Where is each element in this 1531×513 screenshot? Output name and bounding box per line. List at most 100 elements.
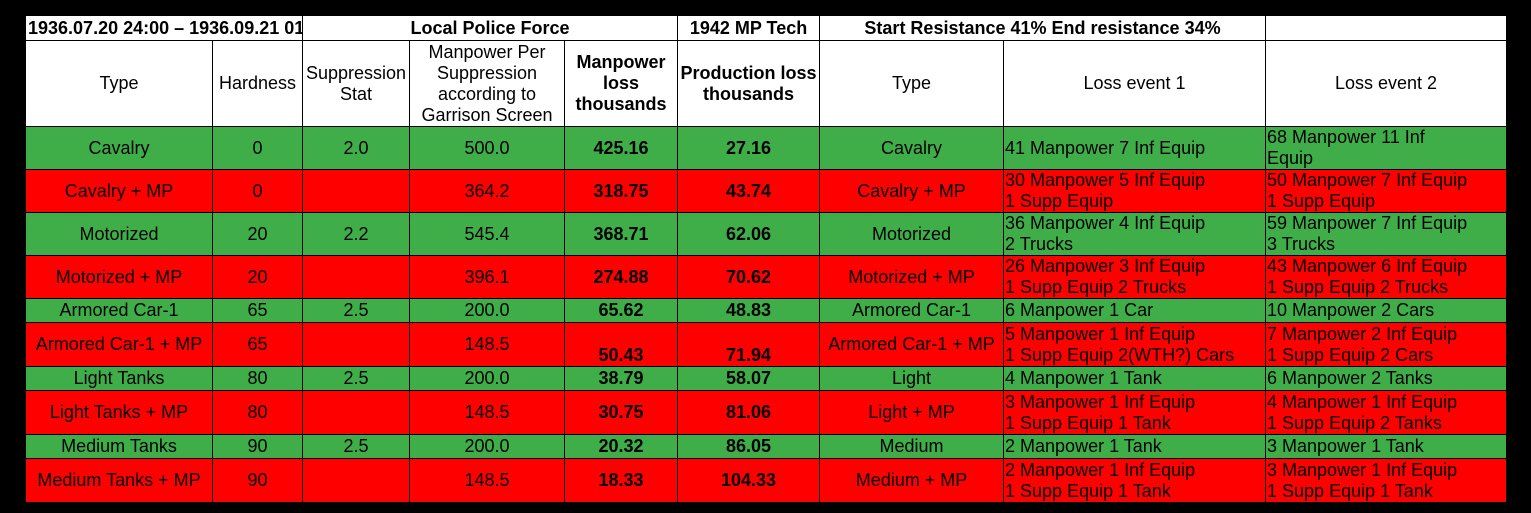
event-line: 4 Manpower 1 Tank xyxy=(1005,368,1162,388)
event-line: 4 Manpower 1 Inf Equip xyxy=(1267,391,1458,412)
col-type2: Type xyxy=(819,40,1005,127)
cell-mp-per-supp: 148.5 xyxy=(409,390,566,435)
event-line: 3 Manpower 1 Inf Equip xyxy=(1267,459,1458,480)
cell-type2: Armored Car-1 xyxy=(819,298,1005,323)
cell-event1: 26 Manpower 3 Inf Equip 1 Supp Equip 2 Tr… xyxy=(1003,255,1267,299)
cell-event1: 2 Manpower 1 Inf Equip 1 Supp Equip 1 Tan… xyxy=(1003,458,1267,503)
cell-mp-loss: 65.62 xyxy=(564,298,679,323)
col-type: Type xyxy=(25,40,213,127)
column-header-row: Type Hardness Suppression Stat Manpower … xyxy=(25,40,1508,127)
table-row: Medium Tanks + MP 90 148.5 18.33 104.33 … xyxy=(25,458,1508,503)
event-line: 10 Manpower 2 Cars xyxy=(1267,300,1435,320)
cell-event2: 50 Manpower 7 Inf Equip 1 Supp Equip xyxy=(1265,169,1508,213)
event-line: 1 Supp Equip 1 Tank xyxy=(1005,480,1171,501)
cell-mp-per-supp: 200.0 xyxy=(409,298,566,323)
col-event1: Loss event 1 xyxy=(1003,40,1267,127)
table-row: Medium Tanks 90 2.5 200.0 20.32 86.05 Me… xyxy=(25,434,1508,459)
cell-prod-loss: 48.83 xyxy=(677,298,821,323)
cell-type: Medium Tanks xyxy=(25,434,213,459)
cell-mp-loss: 425.16 xyxy=(564,126,679,170)
event-line: 1 Supp Equip 1 Tank xyxy=(1267,480,1433,501)
cell-hardness: 65 xyxy=(211,298,304,323)
cell-event1: 4 Manpower 1 Tank xyxy=(1003,366,1267,391)
event-line: 2 Manpower 1 Tank xyxy=(1005,436,1162,456)
cell-type: Armored Car-1 xyxy=(25,298,213,323)
tech-label: 1942 MP Tech xyxy=(677,15,821,41)
cell-event2: 68 Manpower 11 Inf Equip xyxy=(1265,126,1508,170)
cell-hardness: 0 xyxy=(211,126,304,170)
cell-suppression: 2.5 xyxy=(302,366,411,391)
cell-hardness: 90 xyxy=(211,458,304,503)
cell-prod-loss: 70.62 xyxy=(677,255,821,299)
table-row: Motorized + MP 20 396.1 274.88 70.62 Mot… xyxy=(25,255,1508,299)
cell-type: Motorized xyxy=(25,212,213,256)
col-prod-loss: Production loss thousands xyxy=(677,40,821,127)
event-line: 2 Trucks xyxy=(1005,234,1074,254)
cell-suppression: 2.5 xyxy=(302,434,411,459)
cell-type: Motorized + MP xyxy=(25,255,213,299)
cell-prod-loss: 86.05 xyxy=(677,434,821,459)
event-line: 1 Supp Equip 1 Tank xyxy=(1005,412,1171,433)
event-line: 3 Manpower 1 Inf Equip xyxy=(1005,391,1196,412)
cell-event2: 4 Manpower 1 Inf Equip 1 Supp Equip 2 Tan… xyxy=(1265,390,1508,435)
event-line: 59 Manpower 7 Inf Equip xyxy=(1267,213,1468,234)
table-row: Motorized 20 2.2 545.4 368.71 62.06 Moto… xyxy=(25,212,1508,256)
event-line: 30 Manpower 5 Inf Equip xyxy=(1005,170,1206,191)
cell-hardness: 20 xyxy=(211,212,304,256)
cell-event2: 3 Manpower 1 Inf Equip 1 Supp Equip 1 Ta… xyxy=(1265,458,1508,503)
cell-mp-per-supp: 200.0 xyxy=(409,366,566,391)
event-line: 1 Supp Equip 2 Trucks xyxy=(1267,277,1449,297)
cell-event1: 3 Manpower 1 Inf Equip 1 Supp Equip 1 Tan… xyxy=(1003,390,1267,435)
law-label: Local Police Force xyxy=(302,15,679,41)
cell-prod-loss: 43.74 xyxy=(677,169,821,213)
cell-type2: Light xyxy=(819,366,1005,391)
cell-suppression xyxy=(302,169,411,213)
cell-mp-per-supp: 200.0 xyxy=(409,434,566,459)
cell-mp-loss: 318.75 xyxy=(564,169,679,213)
event-line: 7 Manpower 2 Inf Equip xyxy=(1267,323,1458,344)
cell-prod-loss: 104.33 xyxy=(677,458,821,503)
cell-suppression: 2.0 xyxy=(302,126,411,170)
cell-event1: 5 Manpower 1 Inf Equip 1 Supp Equip 2(WTH… xyxy=(1003,322,1267,367)
cell-suppression xyxy=(302,322,411,367)
cell-event2: 10 Manpower 2 Cars xyxy=(1265,298,1508,323)
cell-hardness: 0 xyxy=(211,169,304,213)
event-line: 26 Manpower 3 Inf Equip xyxy=(1005,256,1206,277)
loss-table: 1936.07.20 24:00 – 1936.09.21 01:00 Loca… xyxy=(24,15,1508,503)
table-row: Cavalry 0 2.0 500.0 425.16 27.16 Cavalry… xyxy=(25,126,1508,170)
col-mp-per-supp: Manpower Per Suppression according to Ga… xyxy=(409,40,566,127)
col-suppression: Suppression Stat xyxy=(302,40,411,127)
cell-type2: Light + MP xyxy=(819,390,1005,435)
cell-mp-per-supp: 148.5 xyxy=(409,458,566,503)
cell-event2: 59 Manpower 7 Inf Equip 3 Trucks xyxy=(1265,212,1508,256)
col-event2: Loss event 2 xyxy=(1265,40,1508,127)
event-line: 3 Trucks xyxy=(1267,234,1336,254)
cell-type: Light Tanks xyxy=(25,366,213,391)
cell-mp-per-supp: 396.1 xyxy=(409,255,566,299)
cell-prod-loss: 81.06 xyxy=(677,390,821,435)
cell-type2: Medium xyxy=(819,434,1005,459)
col-hardness: Hardness xyxy=(211,40,304,127)
cell-mp-loss: 50.43 xyxy=(564,322,679,367)
event-line: 1 Supp Equip 2 Trucks xyxy=(1005,277,1187,297)
date-range: 1936.07.20 24:00 – 1936.09.21 01:00 xyxy=(24,15,304,41)
event-line: 68 Manpower 11 Inf xyxy=(1267,127,1425,148)
table-row: Armored Car-1 + MP 65 148.5 50.43 71.94 … xyxy=(25,322,1508,367)
col-mp-loss: Manpower loss thousands xyxy=(564,40,679,127)
cell-prod-loss: 58.07 xyxy=(677,366,821,391)
event-line: 50 Manpower 7 Inf Equip xyxy=(1267,170,1468,191)
cell-type2: Armored Car-1 + MP xyxy=(819,322,1005,367)
cell-mp-loss: 20.32 xyxy=(564,434,679,459)
cell-type2: Cavalry xyxy=(819,126,1005,170)
cell-mp-per-supp: 545.4 xyxy=(409,212,566,256)
cell-suppression: 2.5 xyxy=(302,298,411,323)
cell-prod-loss: 62.06 xyxy=(677,212,821,256)
table-row: Armored Car-1 65 2.5 200.0 65.62 48.83 A… xyxy=(25,298,1508,323)
cell-event2: 6 Manpower 2 Tanks xyxy=(1265,366,1508,391)
cell-mp-per-supp: 500.0 xyxy=(409,126,566,170)
event-line: 6 Manpower 1 Car xyxy=(1005,300,1154,320)
cell-event1: 36 Manpower 4 Inf Equip 2 Trucks xyxy=(1003,212,1267,256)
cell-hardness: 80 xyxy=(211,390,304,435)
blank-cell xyxy=(1265,15,1508,41)
cell-type: Cavalry + MP xyxy=(25,169,213,213)
